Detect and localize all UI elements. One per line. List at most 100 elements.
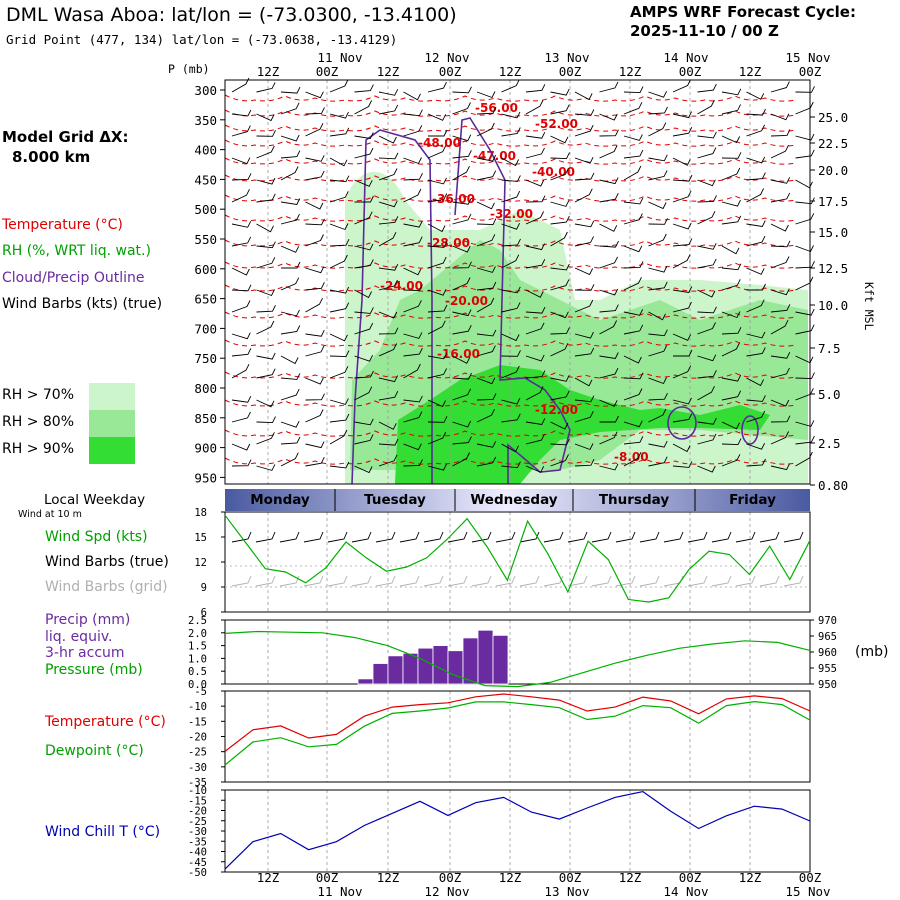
xsec-wind-barb bbox=[403, 91, 421, 101]
xsec-wind-barb bbox=[574, 172, 595, 181]
pressure-tick-label: 900 bbox=[194, 441, 217, 456]
kft-tick-label: 20.0 bbox=[818, 163, 848, 178]
xsec-wind-barb bbox=[329, 429, 348, 445]
xsec-wind-barb bbox=[231, 443, 251, 451]
top-time-label: 00Z bbox=[439, 64, 462, 79]
pressure-tick-label: 960 bbox=[818, 647, 837, 659]
xsec-wind-barb bbox=[305, 266, 325, 274]
xsec-wind-barb bbox=[574, 284, 595, 291]
wind-chill-tick-label: -20 bbox=[188, 806, 207, 818]
xsec-wind-barb bbox=[378, 168, 398, 181]
wind-barb-grid bbox=[231, 575, 252, 587]
xsec-wind-barb bbox=[476, 170, 497, 181]
xsec-wind-barb bbox=[329, 191, 349, 203]
temp-panel-frame bbox=[224, 690, 811, 783]
forecast-cycle: AMPS WRF Forecast Cycle: 2025-11-10 / 00… bbox=[630, 3, 856, 41]
xsec-wind-barb bbox=[403, 332, 423, 339]
precip-bar bbox=[357, 678, 374, 685]
kft-tick-label: 10.0 bbox=[818, 298, 848, 313]
temperature-contour-label: -56.00 bbox=[475, 101, 518, 115]
xsec-wind-barb bbox=[280, 373, 301, 380]
xsec-wind-barb bbox=[501, 127, 521, 137]
xsec-wind-barb bbox=[697, 322, 716, 335]
xsec-wind-barb bbox=[354, 322, 374, 335]
pressure-line bbox=[224, 630, 811, 688]
xsec-wind-barb bbox=[599, 145, 618, 159]
wind-barb-true bbox=[231, 531, 252, 543]
xsec-wind-barb bbox=[305, 218, 325, 226]
top-time-label: 12Z bbox=[257, 64, 280, 79]
xsec-wind-barb bbox=[501, 222, 521, 230]
xsec-wind-barb bbox=[452, 309, 472, 317]
xsec-wind-barb bbox=[280, 436, 301, 445]
wind-barb-true bbox=[639, 531, 660, 543]
xsec-wind-barb bbox=[256, 241, 276, 249]
xsec-wind-barb bbox=[525, 211, 545, 225]
wind-barbs-grid-label: Wind Barbs (grid) bbox=[45, 579, 168, 595]
xsec-wind-barb bbox=[550, 375, 570, 382]
wind-speed-tick-label: 12 bbox=[194, 557, 207, 569]
xsec-wind-barb bbox=[354, 84, 374, 93]
xsec-wind-barb bbox=[501, 365, 520, 379]
top-time-label: 00Z bbox=[316, 64, 339, 79]
wind-barb-grid bbox=[303, 575, 324, 587]
xsec-wind-barb bbox=[427, 416, 448, 423]
xsec-wind-barb bbox=[403, 267, 422, 276]
xsec-wind-barb bbox=[648, 311, 666, 321]
xsec-wind-barb bbox=[697, 195, 717, 203]
xsec-wind-barb bbox=[623, 165, 642, 181]
xsec-wind-barb bbox=[770, 431, 790, 445]
wind-barb-true bbox=[687, 531, 708, 543]
xsec-wind-barb bbox=[746, 458, 766, 467]
top-date-label: 11 Nov bbox=[317, 50, 362, 65]
bottom-date-label: 11 Nov bbox=[317, 884, 362, 899]
xsec-wind-barb bbox=[599, 192, 619, 203]
xsec-wind-barb bbox=[648, 345, 668, 357]
xsec-wind-barb bbox=[256, 177, 276, 185]
xsec-wind-barb bbox=[231, 109, 252, 117]
xsec-wind-barb bbox=[672, 286, 693, 293]
xsec-wind-barb bbox=[354, 100, 373, 115]
xsec-wind-barb bbox=[305, 297, 323, 313]
xsec-wind-barb bbox=[329, 157, 348, 167]
precip-tick-label: 1.5 bbox=[188, 641, 207, 653]
wind-chill-tick-label: -40 bbox=[188, 847, 207, 859]
xsec-wind-barb bbox=[427, 320, 446, 335]
precip-tick-label: 2.5 bbox=[188, 615, 207, 627]
day-label-tuesday: Tuesday bbox=[364, 492, 426, 508]
wind-speed-line bbox=[224, 514, 811, 603]
precip-bar bbox=[432, 645, 449, 685]
xsec-wind-barb bbox=[795, 420, 815, 427]
top-date-label: 15 Nov bbox=[785, 50, 830, 65]
xsec-wind-barb bbox=[672, 413, 693, 423]
xsec-wind-barb bbox=[770, 319, 789, 335]
xsec-wind-barb bbox=[354, 243, 374, 251]
xsec-wind-barb bbox=[697, 417, 717, 425]
wind-barb-true bbox=[255, 531, 276, 543]
xsec-wind-barb bbox=[623, 261, 644, 269]
xsec-wind-barb bbox=[525, 370, 546, 379]
xsec-wind-barb bbox=[452, 150, 472, 159]
xsec-wind-barb bbox=[256, 352, 276, 360]
pressure-tick-label: 800 bbox=[194, 381, 217, 396]
pressure-tick-label: 400 bbox=[194, 143, 217, 158]
xsec-wind-barb bbox=[378, 311, 398, 319]
model-grid-value: 8.000 km bbox=[12, 148, 91, 166]
wind-barb-true bbox=[471, 531, 492, 543]
xsec-wind-barb bbox=[305, 409, 324, 423]
xsec-wind-barb bbox=[403, 459, 423, 467]
xsec-wind-barb bbox=[501, 190, 521, 203]
xsec-wind-barb bbox=[403, 157, 422, 165]
xsec-wind-barb bbox=[550, 135, 569, 144]
rh70-swatch bbox=[89, 383, 135, 410]
wind-barb-grid bbox=[687, 575, 708, 587]
cycle-line-1: AMPS WRF Forecast Cycle: bbox=[630, 3, 856, 21]
cycle-line-2: 2025-11-10 / 00 Z bbox=[630, 22, 779, 40]
wind-barb-true bbox=[495, 531, 516, 543]
xsec-wind-barb bbox=[623, 324, 644, 335]
wind-barb-grid bbox=[423, 575, 444, 587]
xsec-frame bbox=[224, 79, 811, 485]
xsec-wind-barb bbox=[550, 263, 570, 271]
dewpoint-label: Dewpoint (°C) bbox=[45, 743, 144, 759]
bottom-time-label: 00Z bbox=[316, 870, 339, 885]
